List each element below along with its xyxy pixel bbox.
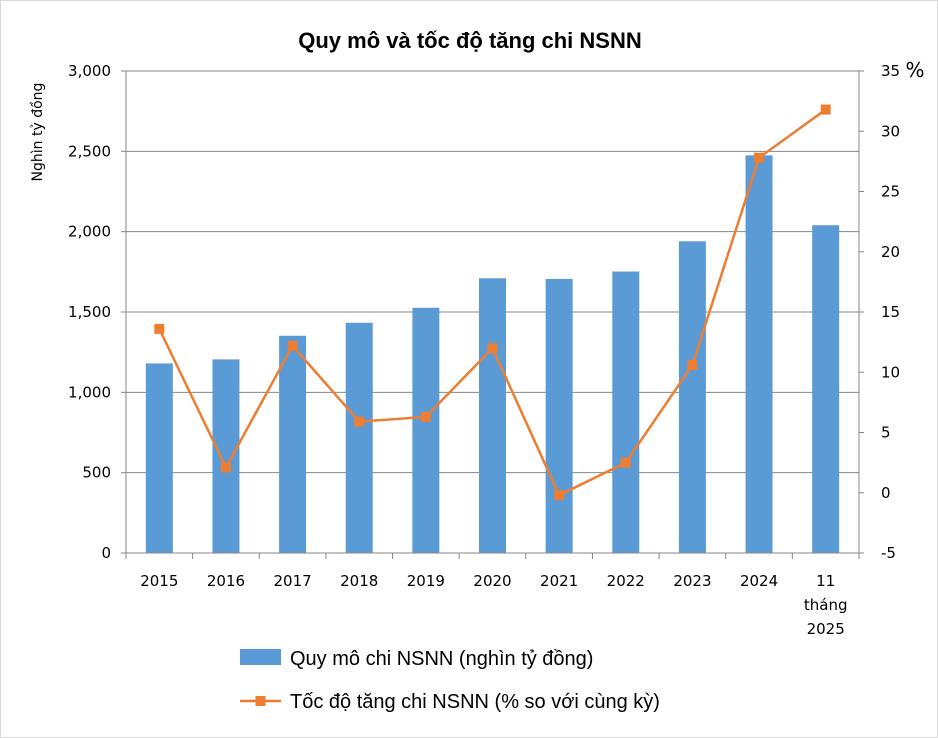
y2-axis-label: %: [905, 58, 924, 82]
line-point: [620, 457, 631, 468]
y-tick-label: 0: [101, 544, 111, 562]
x-tick-label: 2021: [540, 572, 578, 590]
y-tick-label: 1,000: [68, 383, 111, 401]
y-tick-label: 2,000: [68, 223, 111, 241]
y-tick-label: 3,000: [68, 62, 111, 80]
x-tick-label: 2019: [407, 572, 445, 590]
y2-tick-label: 20: [881, 243, 900, 261]
x-tick-label: 2020: [473, 572, 511, 590]
x-tick-label: 2017: [273, 572, 311, 590]
x-tick-label: 2016: [207, 572, 245, 590]
y-tick-label: 500: [82, 464, 111, 482]
legend-bar-label: Quy mô chi NSNN (nghìn tỷ đồng): [290, 648, 593, 670]
y-tick-label: 1,500: [68, 303, 111, 321]
line-point: [687, 360, 698, 371]
line-point: [420, 411, 431, 422]
legend-line-marker: [255, 696, 266, 706]
y-axis-label: Nghìn tỷ đồng: [29, 83, 46, 182]
y2-tick-label: -5: [881, 544, 896, 562]
y2-tick-label: 10: [881, 363, 900, 381]
line-point: [354, 416, 365, 427]
x-tick-label: 2025: [807, 620, 845, 638]
y-tick-label: 2,500: [68, 142, 111, 160]
bar-series: [145, 155, 840, 554]
legend-bar-swatch: [240, 649, 281, 665]
y2-tick-label: 30: [881, 122, 900, 140]
y2-tick-label: 5: [881, 424, 891, 442]
line-point: [487, 343, 498, 354]
x-tick-label: 11: [816, 572, 835, 590]
x-tick-label: tháng: [804, 596, 848, 614]
x-tick-label: 2023: [673, 572, 711, 590]
y2-tick-label: 15: [881, 303, 900, 321]
bar: [678, 241, 706, 553]
tick-labels: 05001,0001,5002,0002,5003,000-5051015202…: [68, 62, 900, 638]
bar: [745, 155, 773, 553]
bar: [279, 335, 307, 553]
axes: [121, 70, 864, 559]
y2-tick-label: 35: [881, 62, 900, 80]
x-tick-label: 2024: [740, 572, 778, 590]
y2-tick-label: 25: [881, 183, 900, 201]
line-point: [154, 323, 165, 334]
line-point: [220, 462, 231, 473]
bar: [212, 359, 240, 553]
line-series: [154, 104, 831, 501]
bar: [612, 271, 640, 553]
line-point: [754, 152, 765, 163]
legend: Quy mô chi NSNN (nghìn tỷ đồng) Tốc độ tă…: [240, 648, 660, 713]
y2-tick-label: 0: [881, 484, 891, 502]
chart-title: Quy mô và tốc độ tăng chi NSNN: [298, 28, 641, 53]
bar: [812, 225, 840, 554]
bar: [412, 307, 440, 553]
bar: [345, 322, 373, 553]
bar: [145, 363, 173, 553]
x-tick-label: 2022: [607, 572, 645, 590]
bar: [545, 278, 573, 553]
x-tick-label: 2015: [140, 572, 178, 590]
legend-line-label: Tốc độ tăng chi NSNN (% so với cùng kỳ): [290, 691, 660, 713]
bar: [479, 278, 506, 553]
line-point: [287, 340, 298, 351]
line-point: [820, 104, 831, 115]
x-tick-label: 2018: [340, 572, 378, 590]
line-point: [554, 490, 565, 501]
